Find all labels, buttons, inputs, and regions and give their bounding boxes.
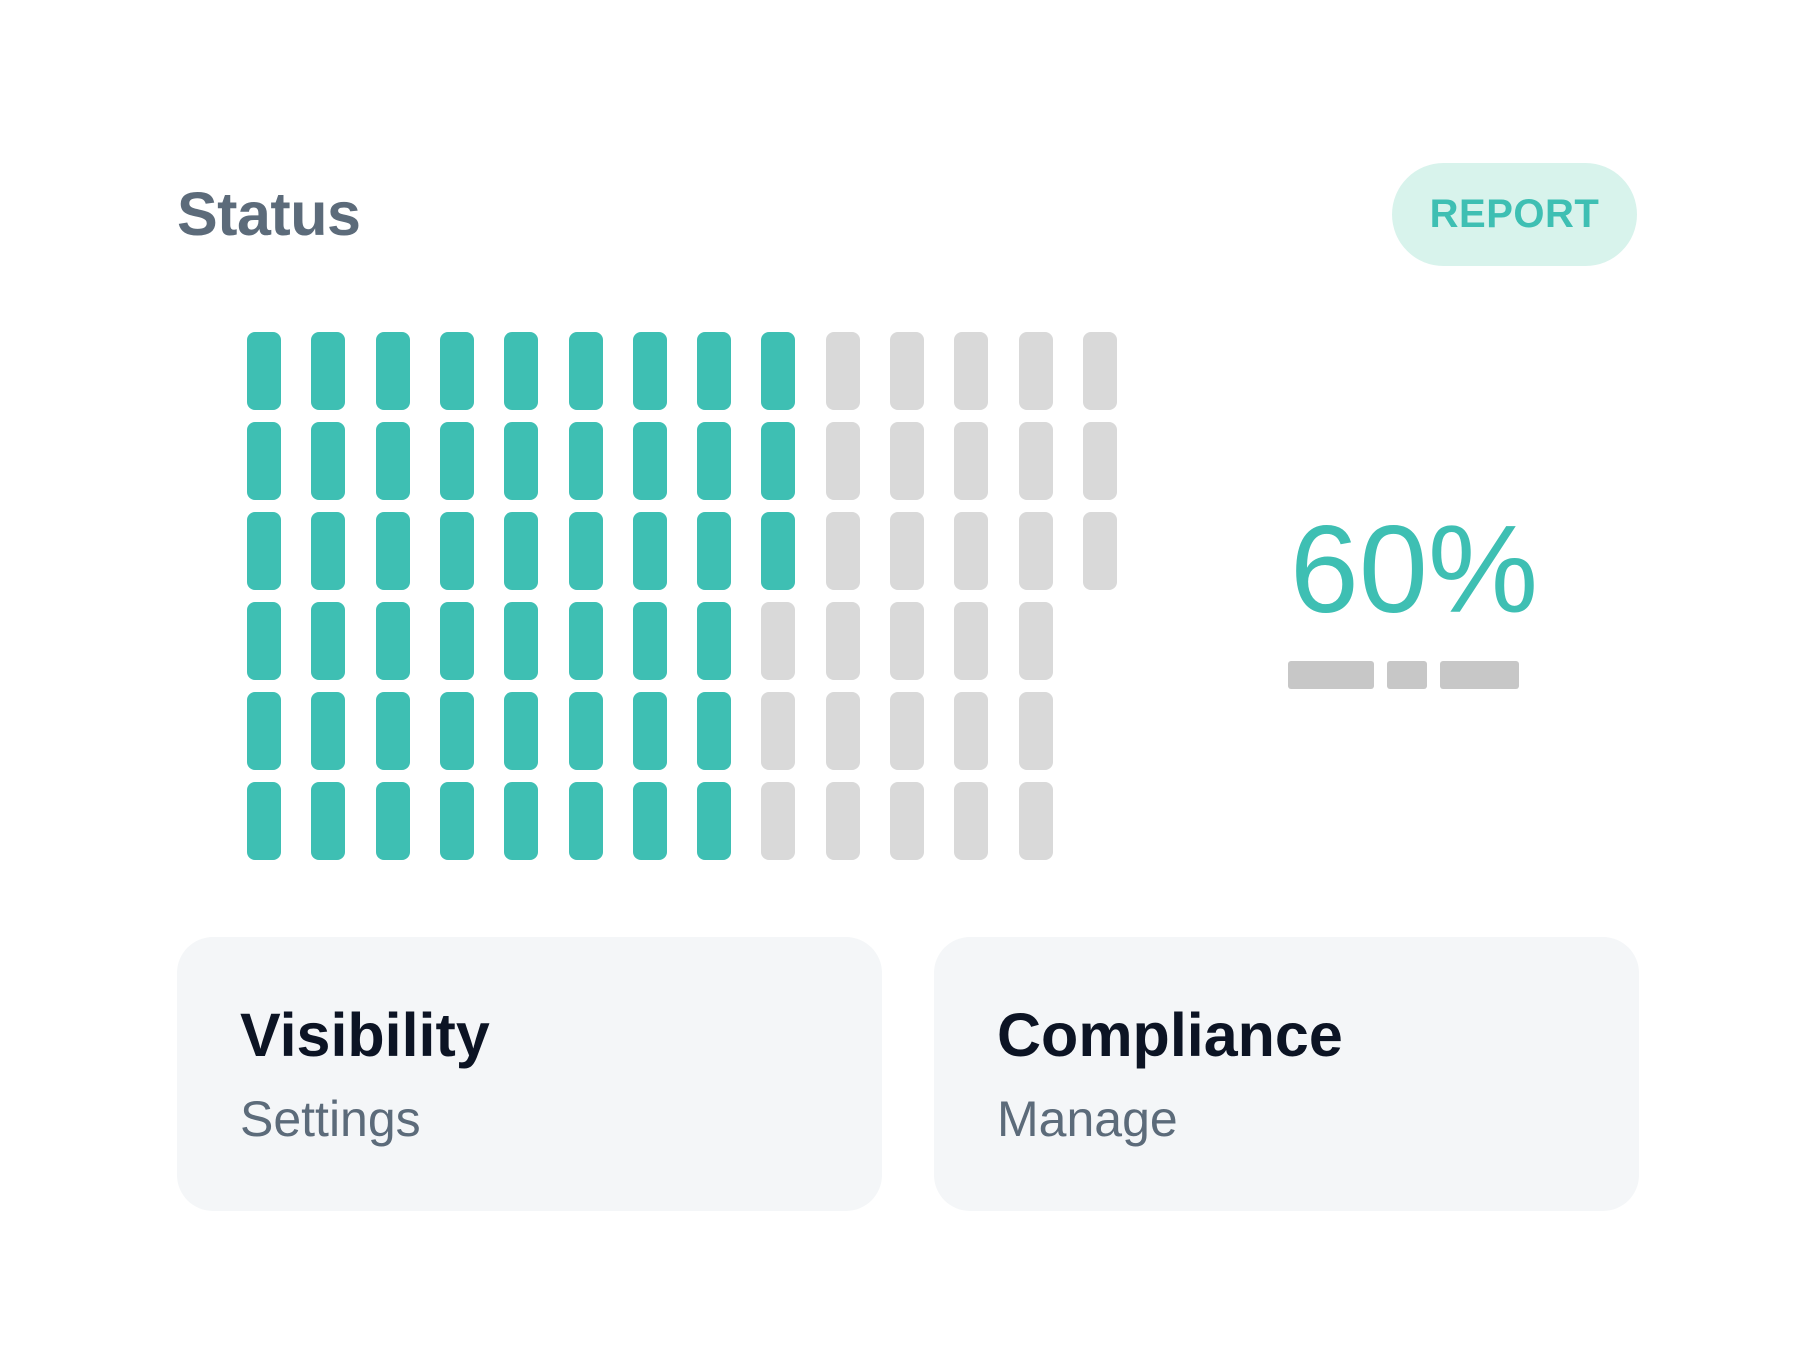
waffle-cell-filled (247, 602, 281, 680)
waffle-cell-filled (376, 422, 410, 500)
waffle-cell-empty (890, 512, 924, 590)
waffle-cell-empty (826, 332, 860, 410)
caption-placeholder-block (1288, 661, 1374, 689)
waffle-cell-filled (504, 332, 538, 410)
waffle-cell-filled (376, 512, 410, 590)
waffle-cell-filled (569, 692, 603, 770)
card-subtitle: Manage (997, 1091, 1178, 1147)
progress-caption-placeholder (1288, 661, 1519, 689)
report-button[interactable]: REPORT (1392, 163, 1637, 266)
waffle-cell-filled (697, 782, 731, 860)
waffle-cell-filled (569, 602, 603, 680)
waffle-cell-filled (504, 602, 538, 680)
waffle-cell-filled (633, 512, 667, 590)
compliance-card[interactable]: Compliance Manage (934, 937, 1639, 1211)
waffle-cell-empty (826, 512, 860, 590)
waffle-cell-empty (954, 692, 988, 770)
waffle-cell-filled (311, 422, 345, 500)
waffle-cell-filled (633, 782, 667, 860)
waffle-cell-empty (890, 422, 924, 500)
card-title: Visibility (240, 1001, 490, 1069)
waffle-cell-filled (697, 332, 731, 410)
card-subtitle: Settings (240, 1091, 421, 1147)
waffle-cell-filled (311, 692, 345, 770)
waffle-cell-filled (569, 512, 603, 590)
waffle-cell-filled (697, 692, 731, 770)
waffle-cell-empty (826, 422, 860, 500)
waffle-cell-empty (761, 602, 795, 680)
waffle-cell-filled (504, 512, 538, 590)
waffle-cell-filled (440, 602, 474, 680)
waffle-cell-filled (376, 602, 410, 680)
waffle-cell-filled (569, 422, 603, 500)
waffle-cell-empty (826, 782, 860, 860)
waffle-cell-empty (890, 602, 924, 680)
waffle-cell-filled (569, 332, 603, 410)
waffle-cell-empty (954, 602, 988, 680)
waffle-cell-empty (826, 692, 860, 770)
waffle-cell-empty (1083, 422, 1117, 500)
caption-placeholder-block (1387, 661, 1427, 689)
waffle-cell-filled (440, 512, 474, 590)
waffle-cell-filled (761, 332, 795, 410)
progress-percent-label: 60% (1289, 501, 1539, 639)
waffle-cell-filled (440, 782, 474, 860)
waffle-cell-filled (504, 422, 538, 500)
waffle-cell-filled (376, 332, 410, 410)
waffle-cell-filled (633, 602, 667, 680)
waffle-cell-empty (890, 332, 924, 410)
waffle-cell-filled (504, 692, 538, 770)
waffle-cell-filled (569, 782, 603, 860)
waffle-cell-empty (1019, 602, 1053, 680)
waffle-cell-filled (697, 422, 731, 500)
waffle-cell-filled (761, 422, 795, 500)
waffle-cell-filled (311, 512, 345, 590)
visibility-card[interactable]: Visibility Settings (177, 937, 882, 1211)
waffle-cell-filled (633, 692, 667, 770)
waffle-cell-empty (761, 782, 795, 860)
waffle-cell-filled (697, 602, 731, 680)
waffle-cell-filled (697, 512, 731, 590)
waffle-cell-filled (440, 422, 474, 500)
waffle-cell-filled (376, 692, 410, 770)
waffle-cell-empty (1019, 692, 1053, 770)
waffle-cell-filled (247, 692, 281, 770)
waffle-cell-empty (1019, 782, 1053, 860)
waffle-cell-filled (504, 782, 538, 860)
waffle-cell-empty (1019, 512, 1053, 590)
waffle-cell-filled (247, 782, 281, 860)
waffle-cell-empty (954, 512, 988, 590)
waffle-cell-empty (954, 332, 988, 410)
waffle-cell-empty (1083, 512, 1117, 590)
waffle-cell-filled (247, 332, 281, 410)
waffle-cell-filled (761, 512, 795, 590)
waffle-cell-empty (1019, 422, 1053, 500)
section-title: Status (177, 180, 361, 248)
waffle-cell-empty (1019, 332, 1053, 410)
waffle-cell-empty (954, 782, 988, 860)
waffle-cell-filled (311, 332, 345, 410)
waffle-cell-filled (633, 422, 667, 500)
waffle-cell-filled (247, 422, 281, 500)
waffle-cell-empty (1083, 332, 1117, 410)
waffle-cell-empty (890, 692, 924, 770)
waffle-cell-filled (440, 332, 474, 410)
waffle-cell-empty (954, 422, 988, 500)
card-title: Compliance (997, 1001, 1343, 1069)
caption-placeholder-block (1440, 661, 1519, 689)
waffle-cell-empty (826, 602, 860, 680)
waffle-cell-filled (311, 602, 345, 680)
waffle-cell-filled (633, 332, 667, 410)
waffle-cell-filled (247, 512, 281, 590)
waffle-cell-filled (440, 692, 474, 770)
waffle-cell-empty (890, 782, 924, 860)
waffle-cell-filled (311, 782, 345, 860)
waffle-cell-filled (376, 782, 410, 860)
waffle-cell-empty (761, 692, 795, 770)
progress-waffle-grid (247, 332, 1117, 860)
